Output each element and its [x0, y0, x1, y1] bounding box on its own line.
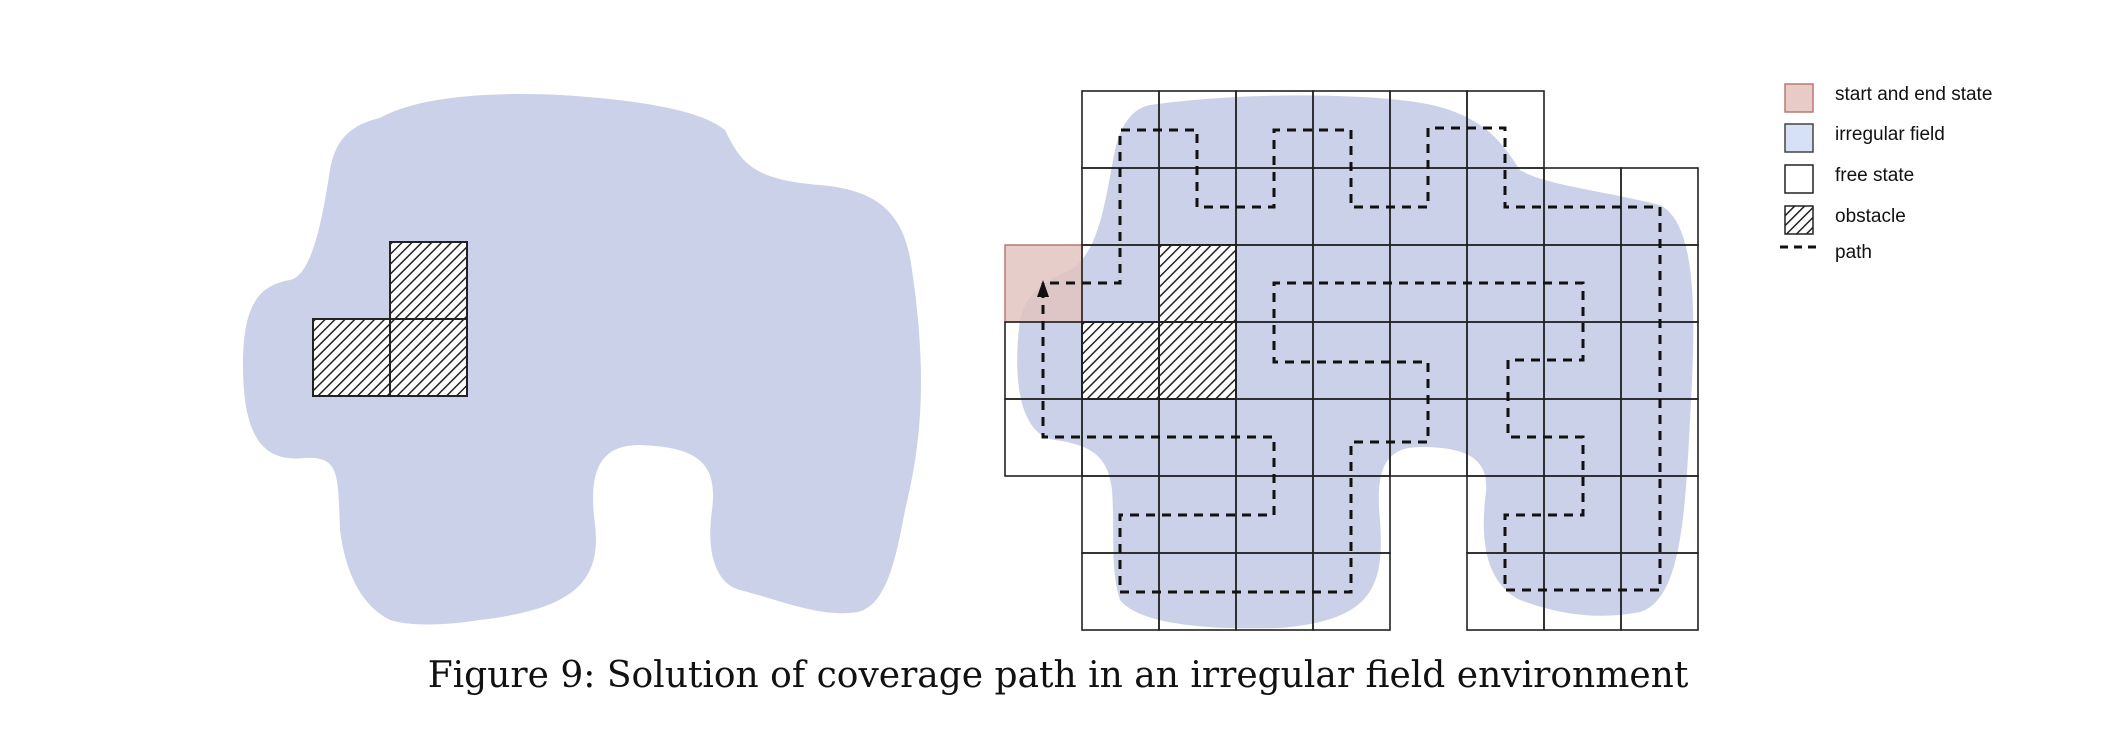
legend-label-path: path	[1835, 242, 1872, 263]
legend-label-start-end: start and end state	[1835, 84, 1992, 105]
obstacle-group	[1081, 244, 1237, 400]
legend-swatch-obstacle	[1784, 205, 1814, 235]
obstacle-group	[312, 241, 468, 397]
legend-label-free-state: free state	[1835, 165, 1914, 186]
legend: start and end state irregular field free…	[1780, 83, 1992, 263]
obstacle-cell	[1081, 321, 1160, 400]
obstacle-cell	[312, 318, 391, 397]
irregular-field-shape	[242, 94, 922, 625]
obstacle-cell	[1158, 321, 1237, 400]
path-start-arrow	[1037, 280, 1049, 297]
obstacle-cell	[389, 241, 468, 320]
legend-swatch-start-end	[1784, 83, 1814, 113]
right-panel	[1004, 90, 1699, 631]
left-panel	[242, 94, 922, 625]
legend-swatch-free-state	[1784, 164, 1814, 194]
obstacle-cell	[1158, 244, 1237, 323]
coverage-path	[1041, 126, 1662, 594]
figure-caption: Figure 9: Solution of coverage path in a…	[427, 655, 1689, 696]
legend-swatch-irregular-field	[1784, 123, 1814, 153]
legend-label-obstacle: obstacle	[1835, 206, 1906, 227]
obstacle-cell	[389, 318, 468, 397]
legend-label-irregular-field: irregular field	[1835, 124, 1945, 145]
